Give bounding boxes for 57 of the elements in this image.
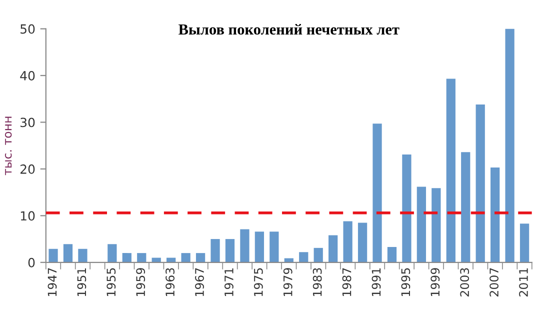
- x-tick-label: 1995: [401, 268, 410, 296]
- bar: [314, 248, 323, 262]
- x-tick-label: 2007: [490, 268, 499, 296]
- x-tick-label: 1947: [48, 268, 57, 296]
- y-tick-label: 20: [20, 164, 35, 174]
- bar: [108, 244, 117, 262]
- y-tick-label: 0: [28, 258, 35, 268]
- bar: [137, 253, 146, 262]
- bar: [490, 168, 500, 262]
- bar: [446, 78, 456, 262]
- bar: [254, 232, 264, 262]
- x-tick-label: 1983: [312, 268, 322, 296]
- x-tick-label: 1959: [136, 268, 146, 296]
- bar: [210, 239, 220, 262]
- x-tick-label: 1951: [77, 268, 86, 296]
- bar: [402, 154, 412, 262]
- bar: [432, 188, 441, 262]
- x-tick-label: 1975: [254, 268, 263, 296]
- bar: [343, 221, 352, 262]
- y-axis-title: тыс. тонн: [4, 116, 12, 176]
- y-tick-label: 40: [20, 70, 35, 80]
- bar: [372, 124, 382, 262]
- bar: [78, 248, 88, 262]
- y-tick-label: 10: [20, 211, 35, 221]
- bar: [196, 253, 206, 262]
- bar: [181, 253, 190, 262]
- bar: [48, 248, 58, 262]
- bar: [461, 152, 470, 262]
- x-tick-label: 1999: [430, 268, 440, 296]
- bar: [284, 258, 294, 262]
- bar: [270, 232, 279, 262]
- x-tick-label: 2011: [519, 268, 528, 296]
- bar: [166, 258, 176, 262]
- bar: [416, 186, 426, 262]
- y-tick-label: 30: [20, 118, 35, 128]
- x-tick-label: 1955: [106, 268, 116, 296]
- bar: [520, 224, 530, 262]
- x-tick-label: 1991: [372, 268, 381, 296]
- bar: [358, 222, 368, 262]
- bar: [505, 28, 514, 262]
- x-tick-label: 1987: [342, 268, 352, 296]
- bar: [328, 235, 338, 262]
- chart-title: Вылов поколений нечетных лет: [178, 24, 400, 35]
- x-tick-label: 1979: [283, 268, 292, 296]
- bar: [152, 258, 161, 262]
- bar: [476, 104, 485, 262]
- bar: [387, 246, 397, 262]
- x-tick-label: 1967: [195, 268, 204, 296]
- bar: [299, 252, 308, 262]
- x-tick-label: 1971: [224, 268, 234, 296]
- x-tick-label: 1963: [166, 268, 175, 296]
- bar: [63, 244, 73, 262]
- y-tick-label: 50: [20, 24, 35, 34]
- bar: [225, 239, 235, 262]
- bar: [240, 229, 250, 262]
- bar: [122, 253, 132, 262]
- x-tick-label: 2003: [460, 268, 470, 296]
